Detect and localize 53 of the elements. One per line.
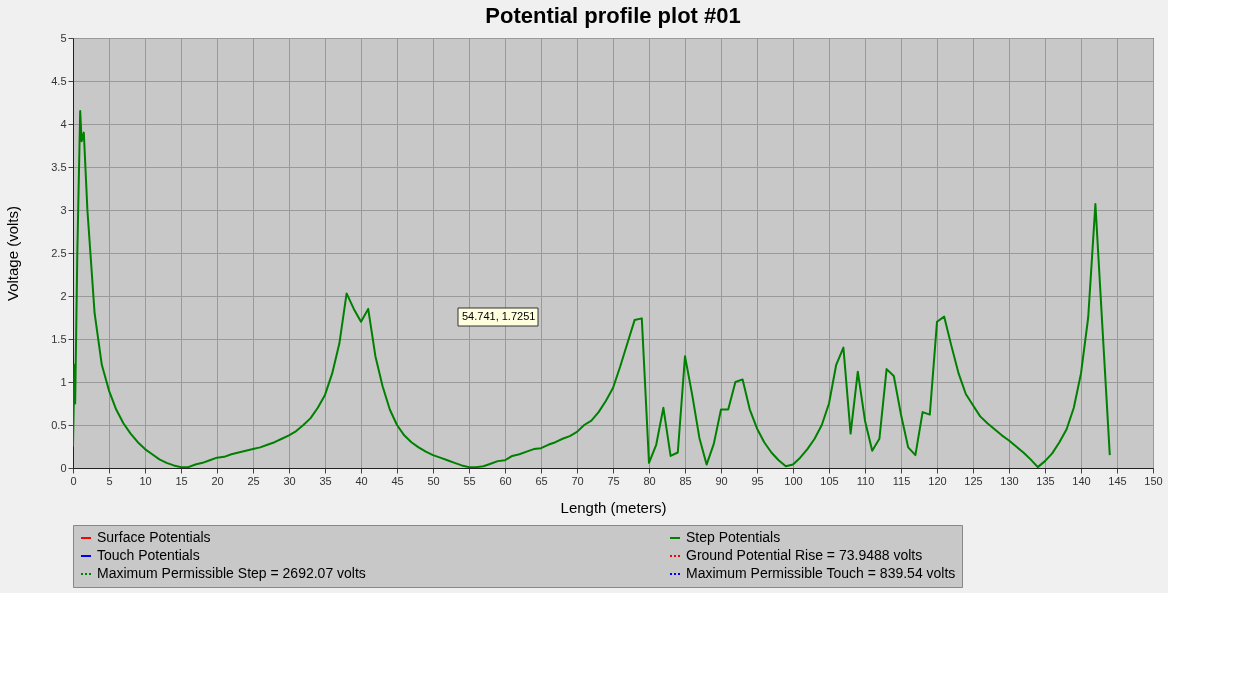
x-axis-title: Length (meters) bbox=[560, 498, 667, 516]
x-tick-label: 145 bbox=[1108, 474, 1127, 487]
x-tick-label: 105 bbox=[820, 474, 839, 487]
y-tick-label: 2.5 bbox=[51, 246, 67, 259]
x-tick-label: 15 bbox=[175, 474, 188, 487]
x-tick-label: 80 bbox=[643, 474, 656, 487]
legend-label: Maximum Permissible Step = 2692.07 volts bbox=[97, 565, 366, 581]
legend-label: Ground Potential Rise = 73.9488 volts bbox=[686, 547, 923, 563]
legend-label: Maximum Permissible Touch = 839.54 volts bbox=[686, 565, 956, 581]
x-tick-label: 10 bbox=[139, 474, 152, 487]
x-tick-label: 65 bbox=[535, 474, 548, 487]
y-tick-label: 3.5 bbox=[51, 160, 67, 173]
legend-label: Surface Potentials bbox=[97, 529, 211, 545]
x-tick-label: 55 bbox=[463, 474, 476, 487]
x-tick-label: 130 bbox=[1000, 474, 1019, 487]
y-tick-label: 1 bbox=[60, 375, 67, 388]
x-tick-label: 125 bbox=[964, 474, 983, 487]
y-axis-title: Voltage (volts) bbox=[4, 205, 22, 302]
x-tick-label: 75 bbox=[607, 474, 620, 487]
x-tick-label: 35 bbox=[319, 474, 332, 487]
x-tick-label: 70 bbox=[571, 474, 584, 487]
y-tick-label: 5 bbox=[60, 31, 67, 44]
x-tick-label: 25 bbox=[247, 474, 260, 487]
x-tick-label: 135 bbox=[1036, 474, 1055, 487]
y-tick-label: 4.5 bbox=[51, 74, 67, 87]
x-tick-label: 150 bbox=[1144, 474, 1163, 487]
line-series bbox=[73, 110, 1111, 468]
x-tick-label: 5 bbox=[106, 474, 113, 487]
y-tick-label: 4 bbox=[60, 117, 67, 130]
x-tick-label: 50 bbox=[427, 474, 440, 487]
annotation: 54.741, 1.7251 bbox=[462, 310, 536, 322]
x-tick-label: 95 bbox=[751, 474, 764, 487]
x-tick-label: 90 bbox=[715, 474, 728, 487]
x-tick-label: 45 bbox=[391, 474, 404, 487]
y-tick-label: 0.5 bbox=[51, 418, 67, 431]
chart-title: Potential profile plot #01 bbox=[485, 3, 741, 28]
x-tick-label: 40 bbox=[355, 474, 368, 487]
x-tick-label: 60 bbox=[499, 474, 512, 487]
x-tick-label: 140 bbox=[1072, 474, 1091, 487]
y-tick-label: 1.5 bbox=[51, 332, 67, 345]
x-tick-label: 0 bbox=[70, 474, 77, 487]
legend-label: Touch Potentials bbox=[97, 547, 200, 563]
x-tick-label: 85 bbox=[679, 474, 692, 487]
y-tick-label: 2 bbox=[60, 289, 67, 302]
x-tick-label: 100 bbox=[784, 474, 803, 487]
x-tick-label: 115 bbox=[892, 474, 911, 487]
legend-label: Step Potentials bbox=[686, 529, 781, 545]
x-tick-label: 30 bbox=[283, 474, 296, 487]
x-tick-label: 20 bbox=[211, 474, 224, 487]
y-tick-label: 3 bbox=[60, 203, 67, 216]
x-tick-label: 120 bbox=[928, 474, 947, 487]
y-tick-label: 0 bbox=[60, 461, 67, 474]
x-tick-label: 110 bbox=[856, 474, 875, 487]
